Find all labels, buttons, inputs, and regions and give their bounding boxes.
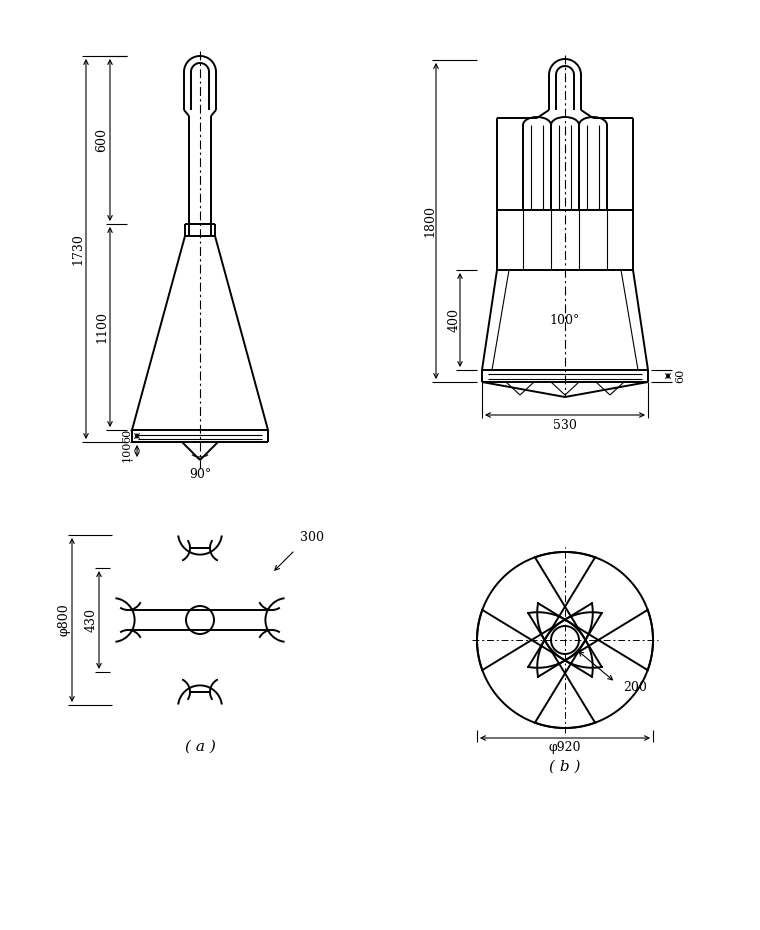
Text: ( a ): ( a ) [185,740,215,754]
Text: 200: 200 [623,681,648,694]
Text: 1730: 1730 [71,233,84,265]
Text: 1100: 1100 [96,311,109,343]
Text: 530: 530 [553,418,577,432]
Text: 100: 100 [122,440,132,461]
Text: 90°: 90° [189,468,211,481]
Text: 430: 430 [84,608,97,632]
Text: 600: 600 [96,128,109,152]
Text: φ800: φ800 [58,604,71,636]
Text: 1800: 1800 [423,205,436,237]
Text: ( b ): ( b ) [549,760,581,774]
Text: φ920: φ920 [549,741,581,754]
Text: 100°: 100° [549,313,580,326]
Text: 60: 60 [675,369,685,383]
Text: 300: 300 [300,531,324,544]
Text: 60: 60 [122,429,132,443]
Text: 400: 400 [448,308,461,332]
